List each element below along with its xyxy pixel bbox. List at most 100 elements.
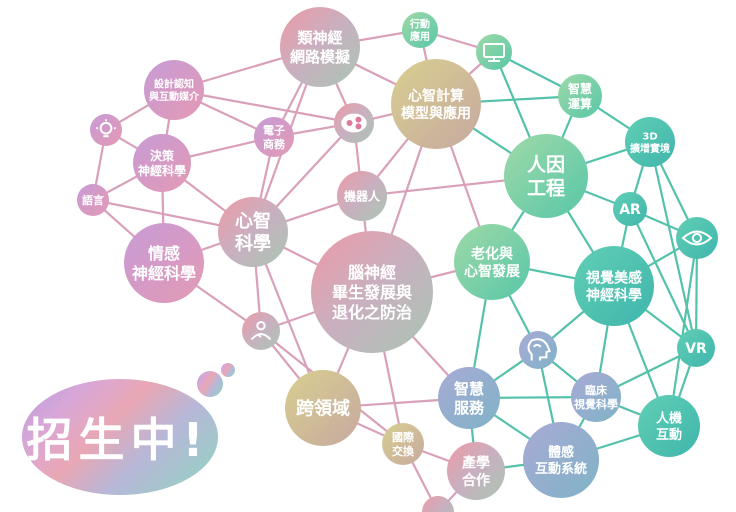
thought-bubble-dot-large bbox=[197, 371, 223, 397]
monitor-icon bbox=[483, 43, 505, 62]
node-circle bbox=[438, 367, 500, 429]
node-circle bbox=[90, 114, 122, 146]
node-label: 視覺美感 bbox=[585, 269, 642, 286]
lightbulb-icon bbox=[96, 119, 116, 138]
node-circle bbox=[254, 117, 294, 157]
node-label: 退化之防治 bbox=[332, 303, 412, 322]
node-circle bbox=[77, 184, 109, 216]
node-n6 bbox=[90, 114, 122, 146]
node-circle bbox=[391, 59, 481, 149]
node-label: 畢生發展與 bbox=[332, 283, 412, 302]
node-label: 神經科學 bbox=[132, 264, 196, 283]
node-label: 語言 bbox=[82, 193, 104, 207]
node-label: 國際 bbox=[392, 430, 415, 444]
node-circle bbox=[504, 134, 588, 218]
node-label: 情感 bbox=[148, 244, 180, 263]
node-label: 人機 bbox=[656, 411, 682, 427]
node-label: 跨領域 bbox=[296, 397, 350, 419]
node-label: 交換 bbox=[392, 444, 415, 458]
node-label: 模型與應用 bbox=[401, 105, 471, 122]
eye-icon bbox=[681, 230, 713, 246]
node-label: 神經科學 bbox=[138, 163, 186, 178]
node-circle bbox=[454, 224, 530, 300]
brain-share-icon bbox=[341, 113, 367, 133]
node-n8 bbox=[334, 103, 374, 143]
node-label: VR bbox=[685, 341, 707, 357]
node-n14: 機器人 bbox=[337, 171, 387, 221]
node-n32 bbox=[422, 496, 454, 512]
node-circle bbox=[625, 117, 675, 167]
node-circle bbox=[242, 312, 280, 350]
node-label: 視覺科學 bbox=[573, 397, 618, 411]
node-label: 3D bbox=[642, 131, 657, 142]
node-n16: AR bbox=[613, 192, 647, 226]
node-circle bbox=[523, 422, 599, 498]
node-circle bbox=[382, 423, 424, 465]
node-circle bbox=[574, 246, 654, 326]
node-label: 產學 bbox=[461, 454, 490, 471]
node-circle bbox=[677, 329, 715, 367]
node-circle bbox=[613, 192, 647, 226]
node-label: 應用 bbox=[410, 30, 430, 43]
node-label: 工程 bbox=[527, 178, 565, 200]
node-label: 體感 bbox=[548, 445, 574, 461]
node-circle bbox=[280, 7, 360, 87]
node-n24: VR bbox=[677, 329, 715, 367]
node-label: 智慧 bbox=[567, 81, 592, 96]
node-circle bbox=[133, 134, 191, 192]
node-n22 bbox=[242, 312, 280, 350]
node-circle bbox=[124, 223, 204, 303]
node-label: 行動 bbox=[409, 17, 430, 30]
cta-bubble: 招生中! bbox=[22, 363, 235, 495]
head-brain-icon bbox=[527, 338, 551, 361]
node-circle bbox=[218, 197, 288, 267]
node-label: 互動系統 bbox=[535, 461, 587, 477]
network-nodes: 類神經網路模擬行動應用智慧運算設計認知與互動媒介電子商務心智計算模型與應用3D擴… bbox=[77, 7, 718, 512]
node-label: 腦神經 bbox=[348, 263, 396, 282]
node-label: 設計認知 bbox=[154, 77, 194, 90]
node-n13: 語言 bbox=[77, 184, 109, 216]
node-label: 智慧 bbox=[454, 380, 484, 398]
node-n3 bbox=[476, 34, 512, 70]
node-label: 與互動媒介 bbox=[149, 90, 200, 103]
node-circle bbox=[285, 370, 361, 446]
node-label: 決策 bbox=[150, 148, 175, 163]
node-circle bbox=[571, 372, 621, 422]
node-circle bbox=[422, 496, 454, 512]
node-label: 心智發展 bbox=[464, 263, 520, 280]
node-circle bbox=[144, 60, 204, 120]
node-label: 類神經 bbox=[296, 29, 342, 47]
cta-text: 招生中! bbox=[27, 413, 210, 467]
edge-n24-n10 bbox=[648, 141, 698, 349]
node-circle bbox=[447, 442, 505, 500]
node-label: 科學 bbox=[235, 233, 271, 255]
node-circle bbox=[676, 217, 718, 259]
node-label: 擴增實境 bbox=[630, 142, 670, 155]
edge-n5-n8 bbox=[173, 88, 355, 125]
thought-bubble-dot-small bbox=[221, 363, 235, 377]
node-label: 服務 bbox=[454, 399, 485, 417]
node-label: AR bbox=[619, 202, 641, 218]
node-label: 商務 bbox=[263, 137, 286, 151]
node-label: 運算 bbox=[568, 96, 592, 111]
node-n17 bbox=[676, 217, 718, 259]
node-n23 bbox=[519, 331, 557, 369]
node-label: 合作 bbox=[462, 472, 490, 489]
